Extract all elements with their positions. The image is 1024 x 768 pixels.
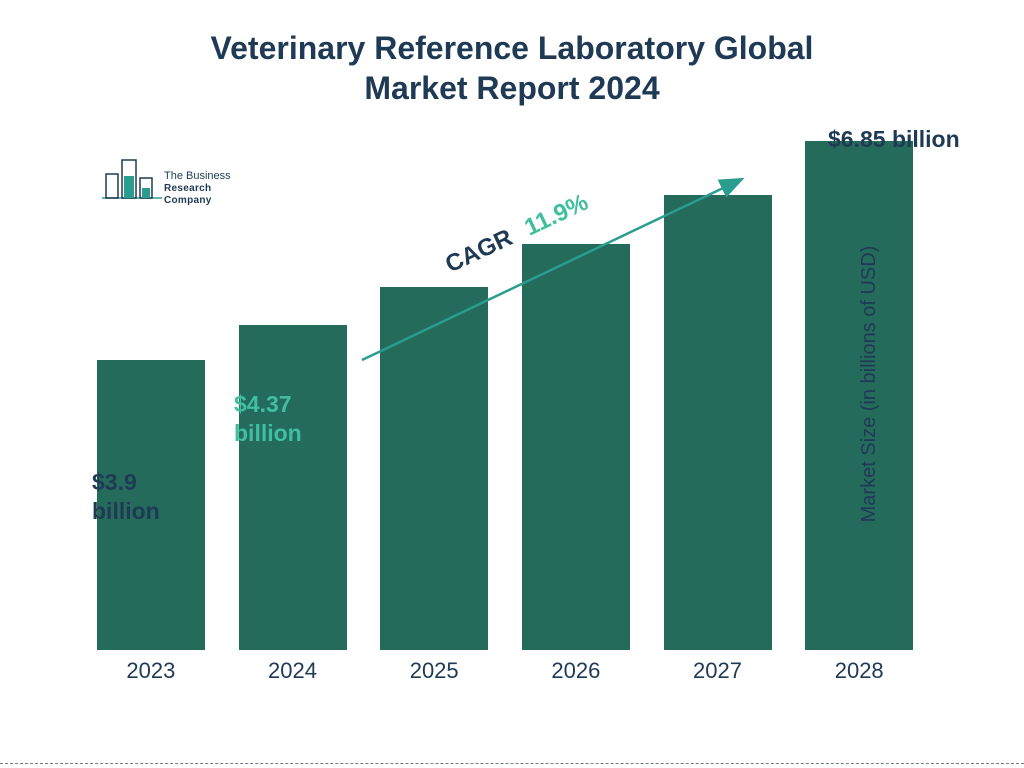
x-axis-label: 2023 bbox=[80, 658, 222, 684]
bar bbox=[522, 244, 630, 650]
chart-area: 202320242025202620272028 bbox=[80, 130, 930, 690]
bar-wrap: 2026 bbox=[505, 244, 647, 650]
x-axis-label: 2026 bbox=[505, 658, 647, 684]
title-line1: Veterinary Reference Laboratory Global bbox=[211, 30, 814, 66]
value-label: $4.37billion bbox=[234, 390, 302, 448]
bar-wrap: 2024 bbox=[222, 325, 364, 650]
value-label: $3.9billion bbox=[92, 468, 160, 526]
x-axis-label: 2024 bbox=[222, 658, 364, 684]
x-axis-label: 2028 bbox=[788, 658, 930, 684]
bottom-dashed-line bbox=[0, 763, 1024, 764]
x-axis-label: 2027 bbox=[647, 658, 789, 684]
bars-container: 202320242025202620272028 bbox=[80, 130, 930, 650]
y-axis-label: Market Size (in billions of USD) bbox=[858, 246, 881, 523]
chart-title: Veterinary Reference Laboratory Global M… bbox=[0, 28, 1024, 108]
bar bbox=[239, 325, 347, 650]
bar-wrap: 2025 bbox=[363, 287, 505, 650]
bar bbox=[664, 195, 772, 650]
value-label: $6.85 billion bbox=[828, 125, 960, 154]
bar bbox=[380, 287, 488, 650]
title-line2: Market Report 2024 bbox=[364, 70, 659, 106]
x-axis-label: 2025 bbox=[363, 658, 505, 684]
bar-wrap: 2027 bbox=[647, 195, 789, 650]
